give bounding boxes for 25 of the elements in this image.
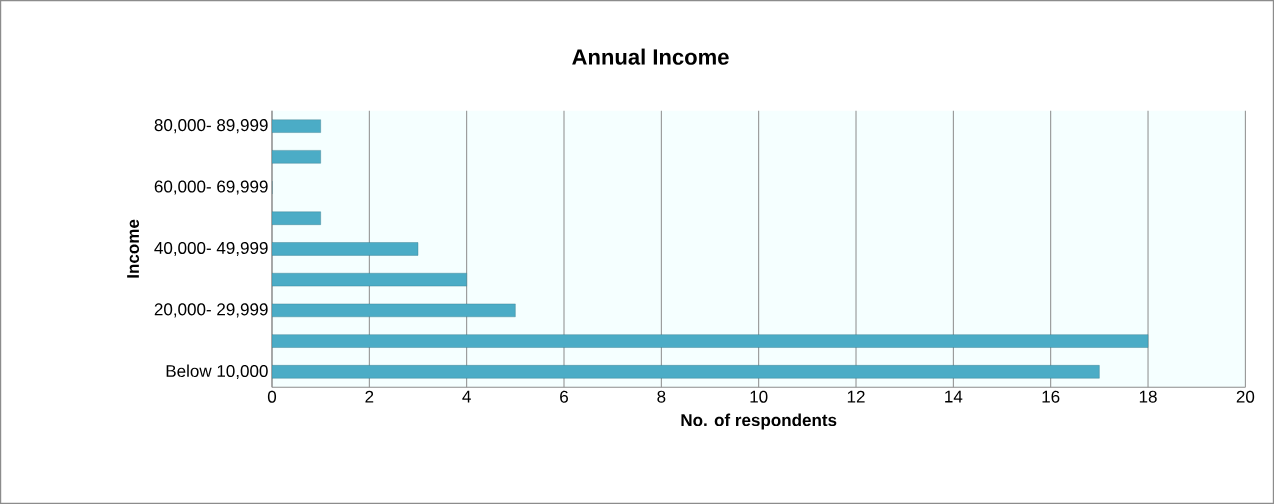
y-tick-label: 60,000- 69,999 [154, 180, 268, 195]
bar [271, 150, 321, 164]
bar [271, 211, 321, 225]
y-tick-label: Below 10,000 [166, 364, 268, 380]
x-tick-label: 14 [945, 390, 963, 403]
bar [271, 119, 321, 133]
x-tick-label: 4 [462, 390, 471, 403]
x-tick-label: 20 [1236, 390, 1255, 403]
x-tick-label: 0 [267, 390, 277, 403]
x-tick-label: 16 [1042, 390, 1060, 403]
x-tick-label: 10 [750, 390, 768, 403]
x-axis-title: No. of respondents [681, 413, 837, 430]
bar [271, 365, 1100, 379]
x-tick-label: 18 [1139, 390, 1157, 403]
x-tick-label: 2 [365, 390, 374, 403]
x-tick-label: 8 [657, 390, 666, 403]
bar [271, 334, 1149, 348]
y-tick-label: 40,000- 49,999 [154, 241, 268, 257]
x-tick-label: 6 [560, 390, 568, 403]
y-tick-label: 80,000- 89,999 [154, 119, 268, 134]
y-axis-title: Income [127, 219, 140, 278]
chart-title: Annual Income [572, 48, 729, 65]
x-tick-label: 12 [847, 390, 865, 403]
bar [271, 242, 419, 256]
y-tick-label: 20,000- 29,999 [154, 303, 268, 318]
